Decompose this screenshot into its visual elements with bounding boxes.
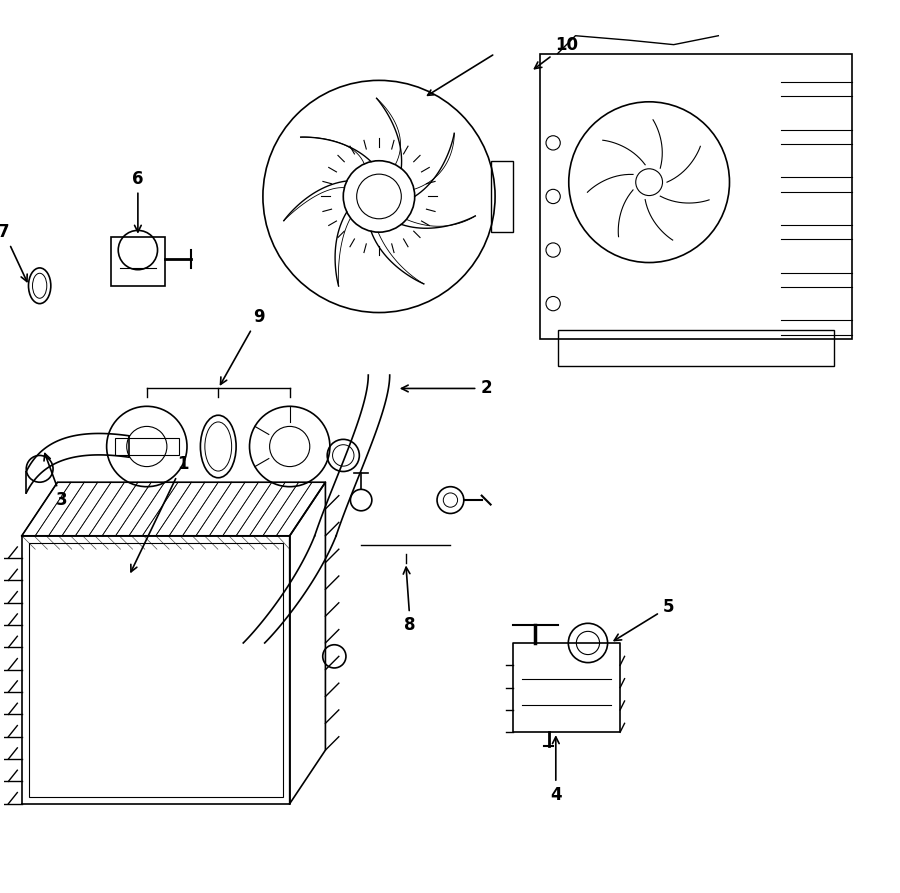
Bar: [558, 330, 834, 366]
Text: 6: 6: [132, 170, 144, 232]
Text: 1: 1: [130, 455, 188, 572]
Text: 4: 4: [550, 737, 562, 804]
Text: 9: 9: [220, 308, 265, 384]
Text: 10: 10: [535, 36, 578, 69]
Text: 2: 2: [401, 380, 492, 397]
Bar: [114, 438, 179, 455]
Text: 3: 3: [44, 454, 68, 509]
Bar: [513, 643, 620, 732]
Text: 5: 5: [614, 598, 674, 640]
Bar: [540, 54, 852, 339]
Text: 8: 8: [403, 567, 416, 634]
Text: 7: 7: [0, 223, 27, 281]
Bar: [29, 543, 283, 797]
Bar: [491, 161, 513, 232]
Bar: [111, 237, 165, 286]
